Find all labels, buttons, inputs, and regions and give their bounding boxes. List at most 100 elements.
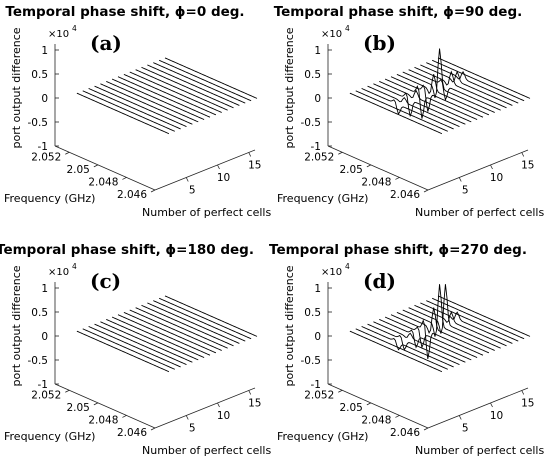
z-axis-label: port output difference (283, 27, 296, 148)
frequency-tick-mark (93, 402, 99, 406)
frequency-tick-mark (338, 151, 343, 155)
cell-axis-line (154, 387, 256, 429)
z-tick-label: 1 (41, 45, 48, 57)
frequency-tick-mark (338, 389, 343, 393)
z-tick-label: -0.5 (301, 355, 322, 367)
z-tick-label: -1 (38, 141, 48, 153)
frequency-tick-mark (122, 177, 127, 180)
series-line (349, 330, 443, 373)
z-axis-exponent: ×10 (321, 267, 342, 278)
panel-2: Temporal phase shift, ϕ=90 deg.(b)×10410… (274, 4, 545, 219)
frequency-tick-label: 2.046 (390, 427, 420, 439)
frequency-tick-label: 2.052 (304, 389, 334, 401)
series-line (158, 297, 252, 340)
frequency-axis-label: Frequency (GHz) (277, 192, 368, 205)
frequency-tick-mark (93, 164, 99, 168)
z-tick-label: 1 (41, 283, 48, 295)
series-line (76, 330, 170, 373)
z-axis-label: port output difference (283, 265, 296, 386)
series-line (373, 83, 466, 125)
series-line (94, 323, 187, 366)
z-axis-exponent-power: 4 (345, 262, 350, 271)
series-line (437, 57, 531, 99)
series-line (111, 78, 205, 120)
frequency-tick-mark (65, 389, 70, 393)
cell-tick-mark (490, 164, 493, 170)
cell-tick-label: 15 (521, 398, 534, 410)
series-line (390, 76, 484, 118)
series-line (100, 321, 193, 363)
z-tick-label: -0.5 (28, 355, 49, 367)
z-tick-label: -1 (38, 379, 48, 391)
frequency-tick-label: 2.05 (339, 402, 362, 414)
series-line (164, 295, 258, 337)
z-tick-label: 1 (314, 45, 321, 57)
series-line (396, 307, 490, 354)
series-line (135, 69, 228, 111)
series-line (361, 326, 454, 368)
frequency-axis-label: Frequency (GHz) (277, 430, 368, 443)
cell-axis-label: Number of perfect cells (142, 444, 271, 457)
series-line (117, 76, 211, 118)
z-tick-label: 0.5 (31, 307, 48, 319)
frequency-axis-line (54, 145, 156, 191)
series-line (94, 85, 187, 128)
series-line (437, 295, 531, 337)
series-line (100, 83, 193, 125)
z-tick-label: 0 (41, 331, 48, 343)
series-line (420, 64, 513, 106)
chart-title: Temporal phase shift, ϕ=0 deg. (5, 4, 244, 20)
series-line (153, 62, 246, 104)
series-line (414, 304, 507, 347)
z-tick-label: -0.5 (28, 117, 49, 129)
frequency-tick-label: 2.052 (304, 151, 334, 163)
panel-label: (d) (363, 269, 396, 293)
frequency-tick-label: 2.046 (117, 189, 147, 201)
series-line (355, 328, 448, 370)
cell-tick-label: 15 (521, 160, 534, 172)
z-axis-exponent-power: 4 (72, 24, 77, 33)
frequency-tick-mark (395, 177, 400, 180)
cell-axis-line (427, 387, 529, 429)
series-line (129, 309, 222, 351)
series-line (82, 328, 175, 370)
cell-tick-mark (248, 390, 252, 395)
cell-tick-label: 15 (248, 160, 261, 172)
series-line (408, 284, 501, 349)
cell-axis-line (427, 149, 529, 191)
frequency-tick-label: 2.048 (361, 414, 391, 426)
frequency-tick-label: 2.046 (390, 189, 420, 201)
series-line (361, 88, 454, 130)
z-axis-exponent-power: 4 (72, 262, 77, 271)
series-line (123, 311, 217, 354)
frequency-tick-mark (423, 189, 429, 193)
z-tick-label: 0.5 (304, 69, 321, 81)
series-line (426, 62, 519, 104)
frequency-axis-line (327, 145, 429, 191)
z-tick-label: 0.5 (31, 69, 48, 81)
cell-tick-label: 10 (490, 172, 503, 184)
series-line (384, 78, 478, 120)
z-tick-label: -1 (311, 379, 321, 391)
series-line (76, 92, 170, 135)
series-line (111, 316, 205, 358)
cell-tick-mark (248, 152, 252, 157)
cell-tick-label: 5 (462, 423, 469, 435)
frequency-tick-label: 2.05 (339, 164, 362, 176)
frequency-tick-mark (122, 415, 127, 418)
frequency-axis-label: Frequency (GHz) (4, 192, 95, 205)
frequency-tick-label: 2.052 (31, 389, 61, 401)
z-tick-label: 0 (41, 93, 48, 105)
z-tick-label: 1 (314, 283, 321, 295)
series-line (349, 92, 443, 135)
z-tick-label: 0 (314, 331, 321, 343)
series-line (396, 73, 490, 116)
series-line (141, 304, 234, 347)
frequency-axis-label: Frequency (GHz) (4, 430, 95, 443)
cell-tick-mark (185, 415, 189, 420)
frequency-tick-label: 2.048 (88, 176, 118, 188)
cell-tick-mark (217, 402, 220, 408)
panel-1: Temporal phase shift, ϕ=0 deg. (a) ×104 1 0.… (4, 4, 271, 219)
cell-tick-label: 10 (217, 410, 230, 422)
